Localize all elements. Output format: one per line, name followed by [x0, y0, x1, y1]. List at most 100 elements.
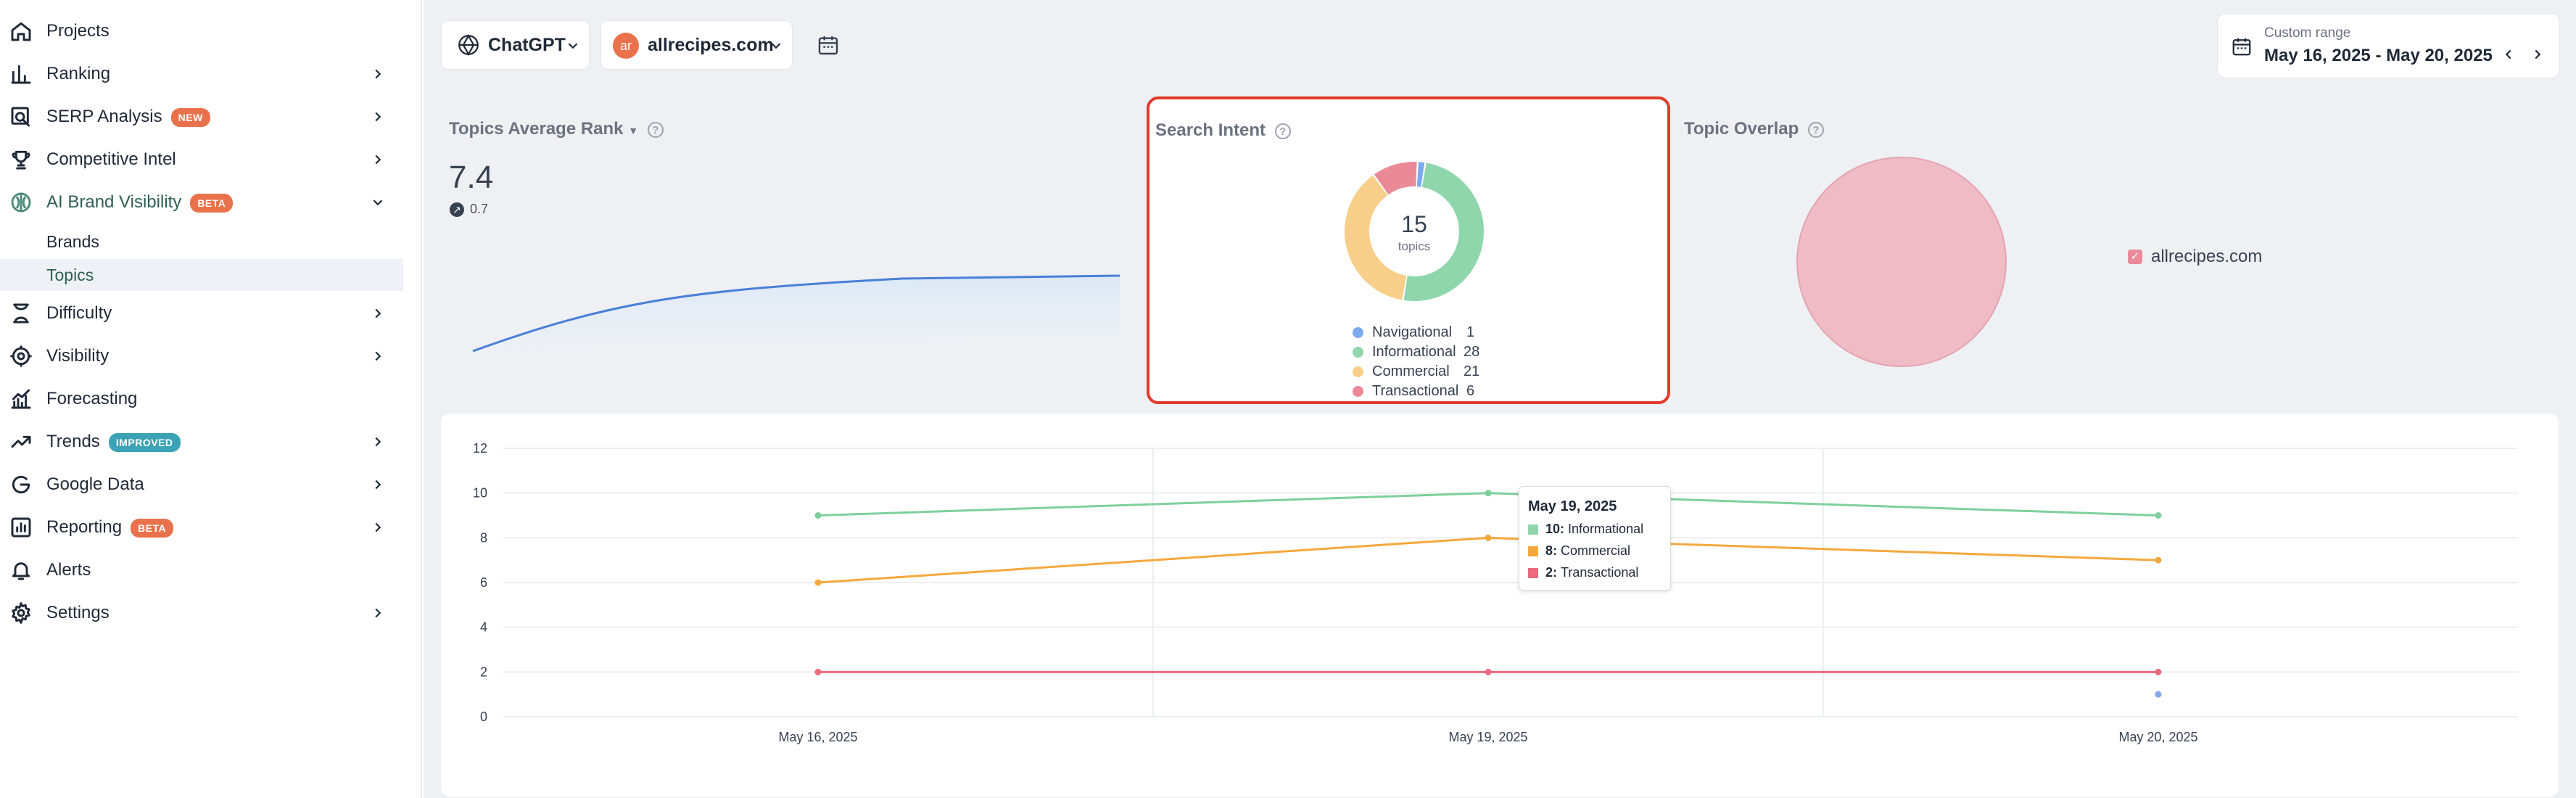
- data-point-commercial[interactable]: [1485, 534, 1492, 541]
- legend-item-commercial[interactable]: Commercial 21: [1353, 363, 1479, 380]
- donut-total: 15: [1401, 211, 1427, 237]
- intent-donut-chart[interactable]: [1342, 159, 1487, 304]
- data-point-transactional[interactable]: [2155, 668, 2162, 675]
- overlap-legend-label: allrecipes.com: [2151, 247, 2263, 266]
- tooltip-row-informational: 10: Informational: [1528, 522, 1643, 537]
- chevron-right-icon: [370, 66, 386, 82]
- x-tick-label: May 20, 2025: [2118, 730, 2197, 744]
- series-line-commercial[interactable]: [817, 536, 2159, 584]
- sidebar-item-settings[interactable]: Settings: [0, 592, 406, 634]
- help-icon[interactable]: ?: [1274, 123, 1291, 139]
- sidebar-item-projects[interactable]: Projects: [0, 10, 406, 52]
- sidebar: Projects Ranking SERP Analysis NEW Compet…: [0, 0, 422, 798]
- legend-label: Transactional: [1372, 383, 1459, 399]
- y-tick-label: 0: [480, 709, 487, 724]
- beta-badge: BETA: [190, 193, 234, 213]
- home-icon: [9, 19, 33, 44]
- sidebar-item-label: Settings: [46, 603, 110, 622]
- sidebar-item-label: AI Brand Visibility: [46, 192, 182, 212]
- y-tick-label: 12: [473, 441, 487, 456]
- sidebar-item-difficulty[interactable]: Difficulty: [0, 292, 406, 334]
- eye-gear-icon: [9, 344, 33, 369]
- intent-trend-chart-card: 0 2 4 6 8 10 12 May 16, 2025 May 19, 2025 May 20,…: [441, 414, 2559, 797]
- bell-icon: [9, 558, 33, 583]
- rank-delta-value: 0.7: [470, 202, 489, 216]
- overlap-panel-title: Topic Overlap ?: [1684, 119, 1824, 139]
- tooltip-swatch: [1528, 546, 1538, 556]
- donut-slice-navigational[interactable]: [1416, 162, 1425, 187]
- chevron-right-icon[interactable]: [2530, 46, 2546, 66]
- sidebar-item-forecasting[interactable]: Forecasting: [0, 378, 406, 420]
- legend-dot: [1353, 347, 1363, 358]
- calendar-icon[interactable]: [817, 33, 840, 60]
- chevron-down-icon: [768, 38, 784, 59]
- sidebar-item-label: Visibility: [46, 346, 110, 366]
- tooltip-swatch: [1528, 567, 1538, 578]
- data-point-commercial[interactable]: [2155, 556, 2162, 564]
- report-icon: [9, 515, 33, 540]
- data-point-informational[interactable]: [1485, 490, 1492, 497]
- x-tick-label: May 19, 2025: [1448, 730, 1527, 744]
- tooltip-series: Informational: [1568, 522, 1644, 536]
- sidebar-item-label: Competitive Intel: [46, 149, 176, 169]
- help-icon[interactable]: ?: [1807, 121, 1824, 138]
- donut-slice-informational[interactable]: [1403, 163, 1485, 302]
- sidebar-item-visibility[interactable]: Visibility: [0, 335, 406, 377]
- sidebar-item-google-data[interactable]: Google Data: [0, 464, 406, 506]
- sidebar-item-label: Projects: [46, 21, 110, 41]
- x-tick-label: May 16, 2025: [778, 730, 857, 744]
- sidebar-item-competitive-intel[interactable]: Competitive Intel: [0, 139, 406, 181]
- rank-panel-title[interactable]: Topics Average Rank ▼ ?: [449, 119, 664, 139]
- help-icon[interactable]: ?: [647, 121, 664, 138]
- chevron-right-icon: [370, 605, 386, 621]
- overlap-circle[interactable]: [1796, 157, 2007, 367]
- sidebar-item-ranking[interactable]: Ranking: [0, 53, 406, 95]
- legend-item-navigational[interactable]: Navigational 1: [1353, 324, 1474, 341]
- domain-label: allrecipes.com: [648, 34, 774, 55]
- data-point-navigational[interactable]: [2155, 691, 2162, 698]
- trend-up-icon: [9, 429, 33, 454]
- intent-trend-chart[interactable]: 0 2 4 6 8 10 12 May 16, 2025 May 19, 2025 May 20,…: [441, 414, 2559, 797]
- google-icon: [9, 472, 33, 497]
- domain-avatar: ar: [613, 33, 639, 59]
- legend-item-informational[interactable]: Informational 28: [1353, 344, 1479, 361]
- data-point-informational[interactable]: [2155, 512, 2162, 519]
- engine-dropdown[interactable]: ChatGPT: [441, 20, 590, 70]
- domain-dropdown[interactable]: ar allrecipes.com: [600, 20, 793, 70]
- chart-tooltip: May 19, 2025 10: Informational 8: Commer…: [1519, 486, 1671, 591]
- legend-item-transactional[interactable]: Transactional 6: [1353, 383, 1474, 400]
- data-point-transactional[interactable]: [814, 668, 822, 675]
- overlap-legend-item[interactable]: ✓ allrecipes.com: [2128, 247, 2262, 267]
- sidebar-subitem-topics[interactable]: Topics: [0, 259, 403, 291]
- bar-chart-icon: [9, 62, 33, 86]
- sidebar-item-reporting[interactable]: Reporting BETA: [0, 506, 406, 548]
- data-point-commercial[interactable]: [814, 579, 822, 586]
- sidebar-subitem-brands[interactable]: Brands: [0, 226, 403, 258]
- improved-badge: IMPROVED: [108, 432, 181, 452]
- caret-down-icon: ▼: [628, 125, 639, 136]
- date-range-picker[interactable]: Custom range May 16, 2025 - May 20, 2025: [2217, 13, 2560, 78]
- sidebar-item-label: Trends: [46, 432, 100, 451]
- sidebar-item-serp-analysis[interactable]: SERP Analysis NEW: [0, 96, 406, 138]
- rank-delta: ↗ 0.7: [450, 202, 488, 217]
- legend-value: 6: [1466, 383, 1475, 399]
- sidebar-item-ai-brand-visibility[interactable]: AI Brand Visibility BETA: [0, 181, 406, 223]
- data-point-informational[interactable]: [814, 512, 822, 519]
- chevron-left-icon[interactable]: [2501, 46, 2517, 66]
- sidebar-subitem-label: Topics: [46, 265, 94, 284]
- rank-title-text: Topics Average Rank: [449, 119, 624, 139]
- donut-slice-commercial[interactable]: [1345, 175, 1407, 300]
- chevron-right-icon: [370, 477, 386, 493]
- arrow-up-icon: ↗: [450, 202, 464, 217]
- sidebar-item-alerts[interactable]: Alerts: [0, 549, 406, 591]
- legend-dot: [1353, 327, 1363, 338]
- sidebar-item-trends[interactable]: Trends IMPROVED: [0, 421, 406, 463]
- calendar-icon: [2231, 36, 2253, 61]
- series-line-informational[interactable]: [817, 492, 2159, 517]
- date-range-label: Custom range: [2264, 25, 2351, 41]
- data-point-transactional[interactable]: [1485, 668, 1492, 675]
- overlap-title-text: Topic Overlap: [1684, 119, 1799, 139]
- donut-slice-transactional[interactable]: [1374, 162, 1417, 195]
- tooltip-value: 2:: [1545, 565, 1558, 580]
- tooltip-series: Commercial: [1561, 543, 1631, 558]
